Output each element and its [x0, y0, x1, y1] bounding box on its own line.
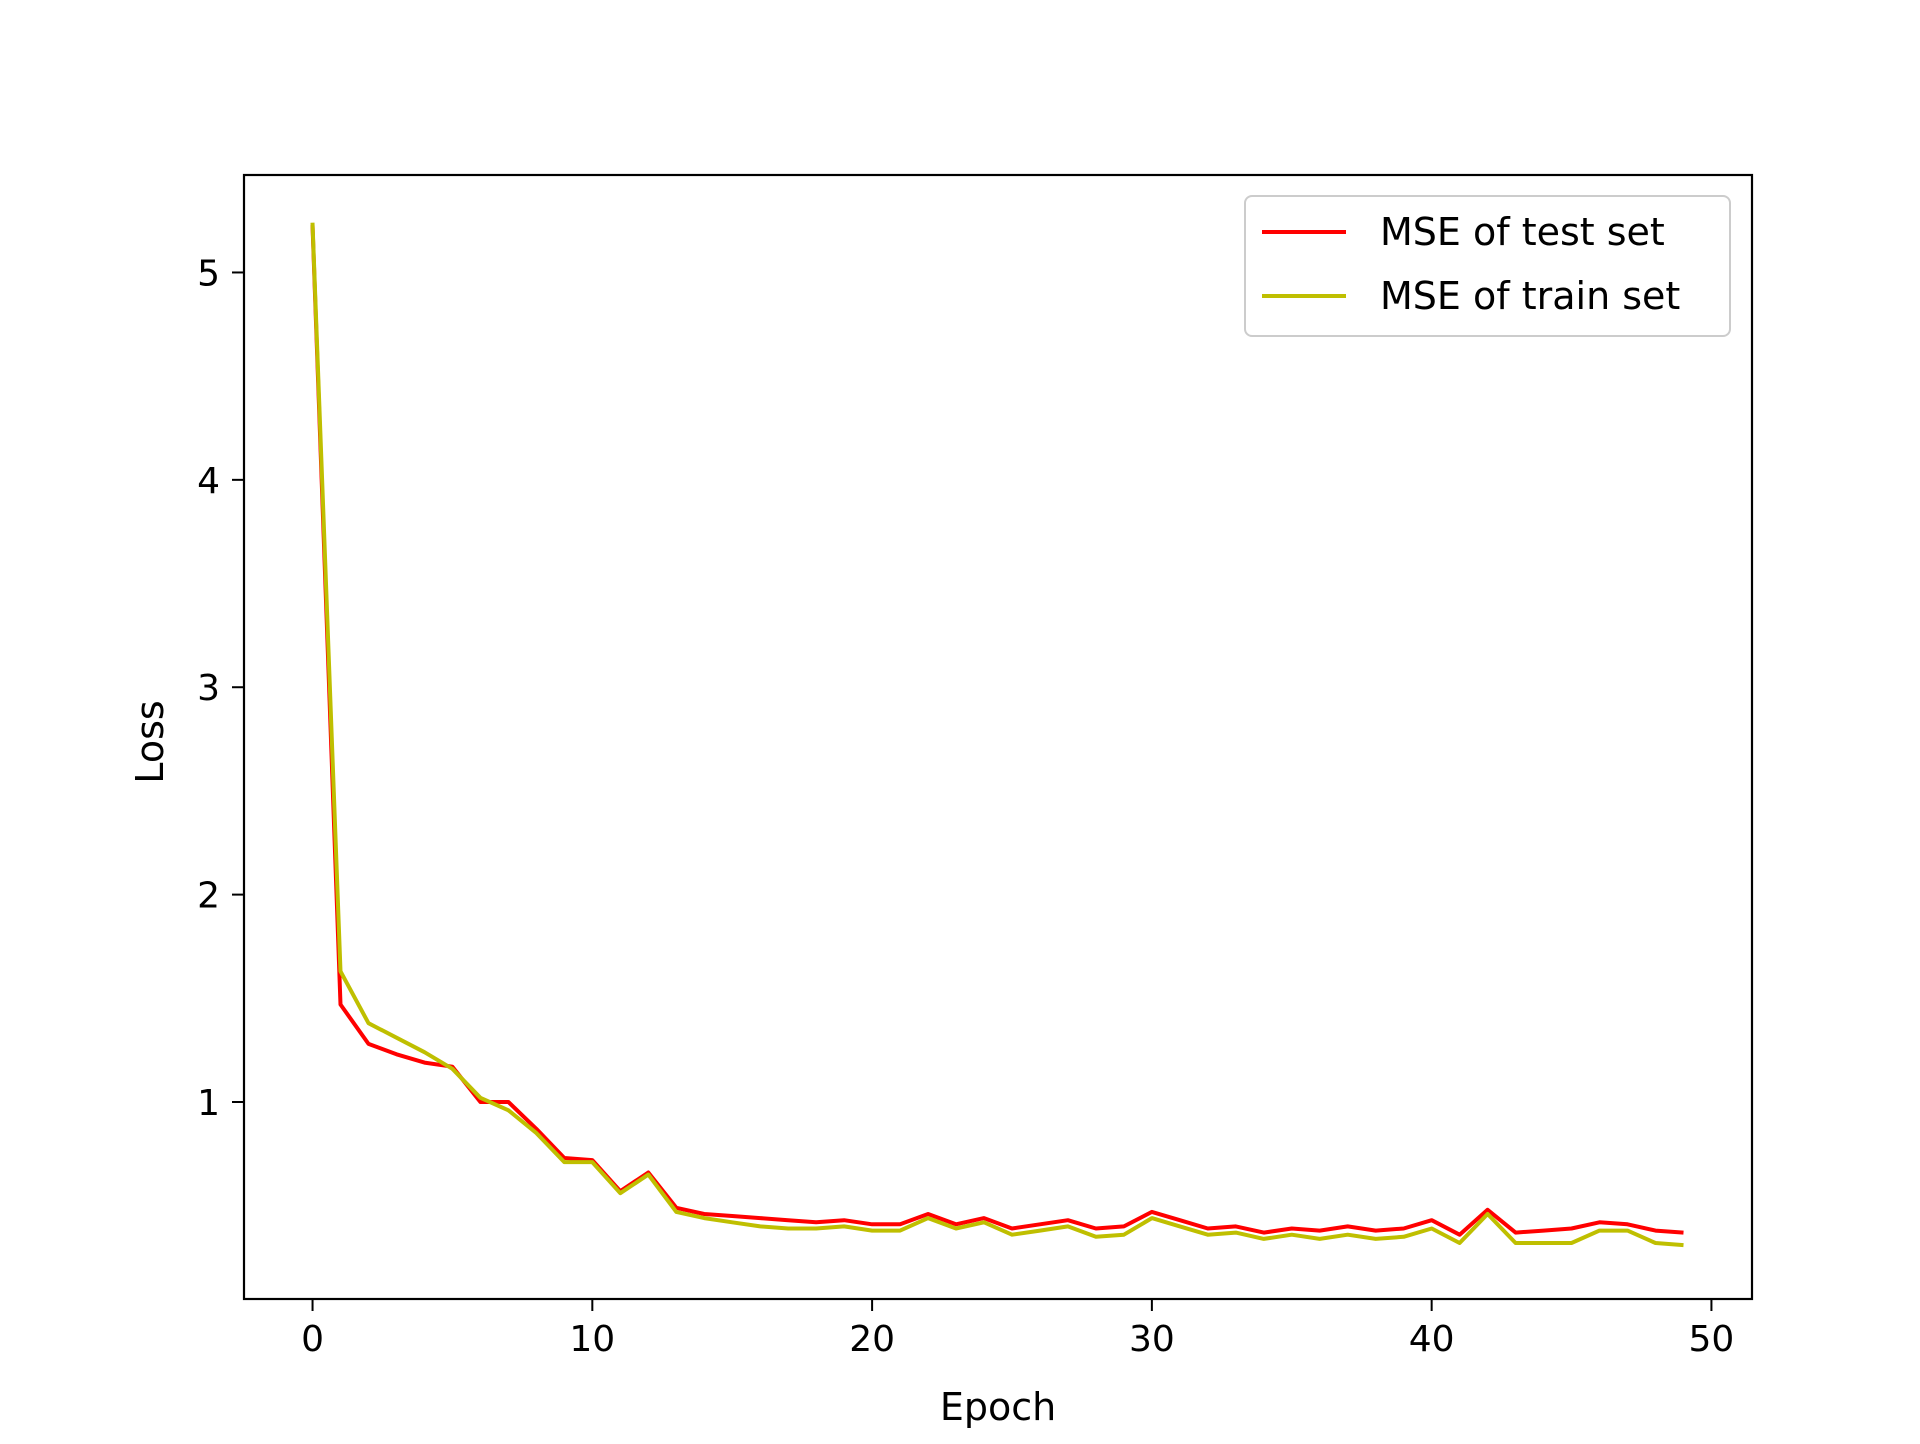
y-tick-label: 1 [197, 1083, 220, 1124]
legend-box [1244, 195, 1731, 337]
y-axis-label: Loss [128, 700, 172, 783]
plot-lines [310, 222, 1684, 1248]
x-tick-label: 10 [569, 1319, 615, 1360]
x-tick-label: 40 [1409, 1319, 1455, 1360]
axes-frame [242, 173, 1754, 1301]
y-tick-label: 5 [197, 253, 220, 294]
x-tick-label: 30 [1129, 1319, 1175, 1360]
y-axis-ticks: 1 2 3 4 5 [197, 253, 244, 1124]
x-tick-label: 20 [849, 1319, 895, 1360]
series-line-train [310, 222, 1684, 1248]
x-tick-label: 50 [1689, 1319, 1735, 1360]
y-tick-label: 2 [197, 876, 220, 917]
legend: MSE of test set MSE of train set [1244, 195, 1731, 337]
x-axis-ticks: 0 10 20 30 40 50 [301, 1299, 1734, 1360]
x-tick-label: 0 [301, 1319, 324, 1360]
series-line-test [310, 224, 1684, 1237]
x-axis-label: Epoch [940, 1385, 1056, 1429]
legend-label-test: MSE of test set [1380, 210, 1665, 254]
y-tick-label: 4 [197, 461, 220, 502]
y-tick-label: 3 [197, 668, 220, 709]
legend-label-train: MSE of train set [1380, 274, 1680, 318]
